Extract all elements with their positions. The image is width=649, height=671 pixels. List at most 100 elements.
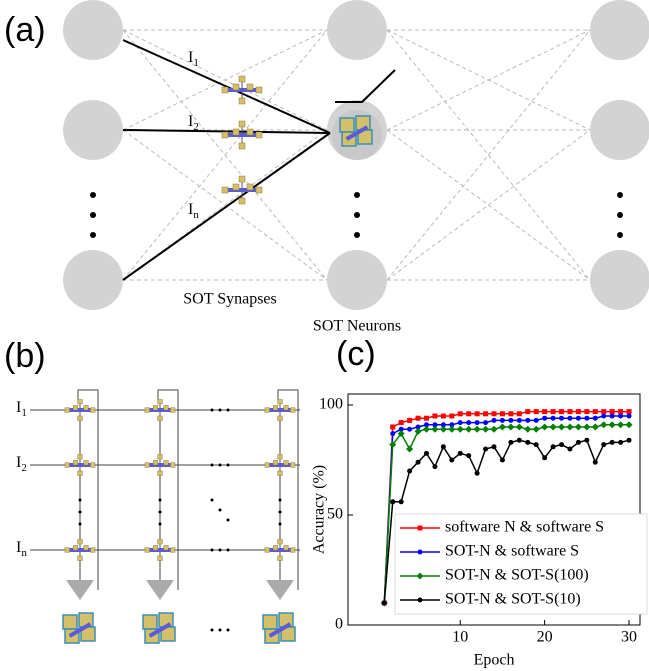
point — [610, 440, 615, 445]
ellipsis-dot — [90, 192, 96, 198]
synapse-pad — [222, 87, 228, 93]
synapse-icon — [65, 540, 95, 561]
synapse-pad — [91, 548, 96, 553]
synapse-pad — [78, 556, 83, 561]
point — [567, 409, 572, 414]
point — [583, 424, 590, 431]
neuron-node — [590, 0, 649, 60]
synapse-pad — [284, 406, 289, 411]
point — [483, 411, 488, 416]
point — [559, 409, 564, 414]
point — [441, 444, 446, 449]
legend-label: SOT-N & SOT-S(10) — [445, 591, 581, 608]
synapse-icon — [222, 176, 262, 204]
point — [407, 469, 412, 474]
point — [550, 424, 557, 431]
figure: (a) (b) (c) SOT Synapses SOT Neurons I1I… — [0, 0, 649, 671]
ellipsis-dot — [211, 464, 214, 467]
current-label: I2 — [16, 454, 27, 474]
legend-marker — [418, 526, 423, 531]
x-axis-label: Epoch — [474, 652, 515, 669]
synapse-icon — [145, 540, 175, 561]
synapses-label: SOT Synapses — [183, 291, 277, 308]
readout-triangle — [66, 580, 94, 600]
synapse-icon — [145, 455, 175, 476]
point — [617, 421, 624, 428]
synapse-pad — [265, 548, 270, 553]
legend-label: SOT-N & software S — [445, 543, 579, 560]
synapse-pad — [278, 400, 283, 405]
point — [600, 421, 607, 428]
point — [592, 424, 599, 431]
point — [441, 414, 446, 419]
x-tick-label: 20 — [537, 629, 553, 646]
y-tick-label: 0 — [335, 616, 343, 633]
neuron-node — [327, 250, 387, 310]
current-sub: 2 — [21, 462, 27, 474]
point — [466, 453, 471, 458]
synapse-icon — [145, 400, 175, 421]
neuron-icon — [143, 613, 175, 643]
ellipsis-dot — [219, 409, 222, 412]
synapse-pad — [145, 548, 150, 553]
synapse-pad — [256, 132, 262, 138]
point — [491, 426, 498, 433]
point — [576, 409, 581, 414]
synapse-icon — [222, 121, 262, 149]
legend-label: software N & software S — [445, 519, 604, 536]
synapse-icon — [265, 540, 295, 561]
synapse-pad — [239, 121, 245, 127]
ellipsis-dot — [219, 549, 222, 552]
neuron-node — [63, 250, 123, 310]
synapse-pad — [284, 546, 289, 551]
synapse-pad — [158, 556, 163, 561]
point — [534, 409, 539, 414]
point — [482, 426, 489, 433]
ellipsis-dot — [227, 464, 230, 467]
point — [601, 442, 606, 447]
point — [440, 426, 447, 433]
point — [525, 440, 530, 445]
panel-label: (a) — [4, 11, 46, 49]
synapse-pad — [291, 548, 296, 553]
point — [458, 451, 463, 456]
synapse-pad — [233, 84, 239, 90]
current-label: In — [16, 539, 27, 559]
point — [466, 420, 471, 425]
point — [517, 438, 522, 443]
y-tick-label: 100 — [319, 396, 343, 413]
point — [575, 424, 582, 431]
synapse-pad — [84, 406, 89, 411]
neurons-label: SOT Neurons — [313, 318, 401, 335]
synapse-pad — [153, 461, 158, 466]
synapse-pad — [91, 408, 96, 413]
synapse-pad — [265, 463, 270, 468]
current-sub: 1 — [21, 407, 27, 419]
synapse-pad — [158, 416, 163, 421]
point — [416, 460, 421, 465]
synapse-pad — [239, 198, 245, 204]
point — [610, 409, 615, 414]
weighted-input — [123, 40, 330, 133]
point — [382, 601, 387, 606]
point — [500, 418, 505, 423]
point — [423, 426, 430, 433]
ellipsis-dot — [227, 629, 230, 632]
point — [466, 411, 471, 416]
point — [533, 426, 540, 433]
readout-triangle — [266, 580, 294, 600]
neuron-icon — [263, 613, 295, 643]
point — [584, 416, 589, 421]
readout-triangle — [146, 580, 174, 600]
ellipsis-dot — [227, 549, 230, 552]
point — [558, 424, 565, 431]
point — [508, 411, 513, 416]
point — [492, 418, 497, 423]
synapse-pad — [145, 408, 150, 413]
neuron-block — [63, 615, 77, 629]
ellipsis-dot — [279, 511, 282, 514]
point — [415, 428, 422, 435]
point — [457, 426, 464, 433]
synapse-pad — [233, 129, 239, 135]
point — [508, 440, 513, 445]
